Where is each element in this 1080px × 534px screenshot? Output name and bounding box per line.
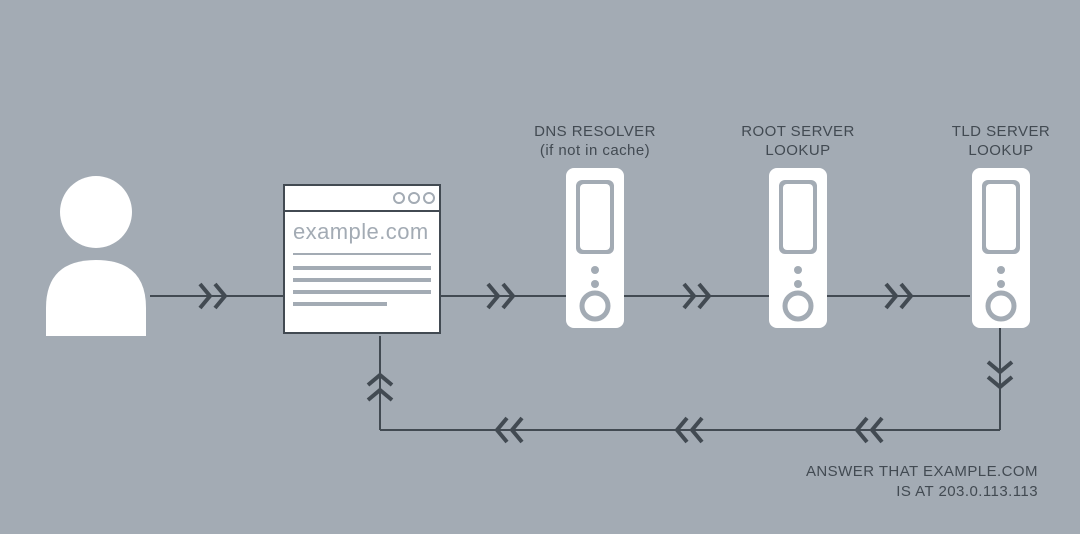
browser-url-text: example.com	[293, 219, 429, 245]
server-root	[769, 168, 827, 328]
chevron-down-icon	[986, 360, 1014, 394]
answer-line: ANSWER THAT EXAMPLE.COM	[718, 462, 1038, 482]
server-dns-resolver	[566, 168, 624, 328]
label-text: TLD SERVER	[936, 123, 1066, 142]
chevron-left-icon	[490, 416, 524, 444]
chevron-right-icon	[486, 282, 520, 310]
user-icon	[36, 168, 156, 338]
label-text: DNS RESOLVER	[530, 123, 660, 142]
chevron-right-icon	[884, 282, 918, 310]
browser-window: example.com	[283, 184, 441, 334]
answer-line: IS AT 203.0.113.113	[718, 482, 1038, 502]
label-dns-resolver: DNS RESOLVER (if not in cache)	[530, 123, 660, 161]
chevron-up-icon	[366, 368, 394, 402]
label-root-server: ROOT SERVER LOOKUP	[733, 123, 863, 161]
server-tld	[972, 168, 1030, 328]
chevron-left-icon	[670, 416, 704, 444]
label-text: (if not in cache)	[530, 142, 660, 161]
label-text: LOOKUP	[936, 142, 1066, 161]
flow-lines	[0, 0, 1080, 534]
label-text: ROOT SERVER	[733, 123, 863, 142]
chevron-left-icon	[850, 416, 884, 444]
label-text: LOOKUP	[733, 142, 863, 161]
label-tld-server: TLD SERVER LOOKUP	[936, 123, 1066, 161]
chevron-right-icon	[198, 282, 232, 310]
answer-text: ANSWER THAT EXAMPLE.COM IS AT 203.0.113.…	[718, 462, 1038, 501]
chevron-right-icon	[682, 282, 716, 310]
